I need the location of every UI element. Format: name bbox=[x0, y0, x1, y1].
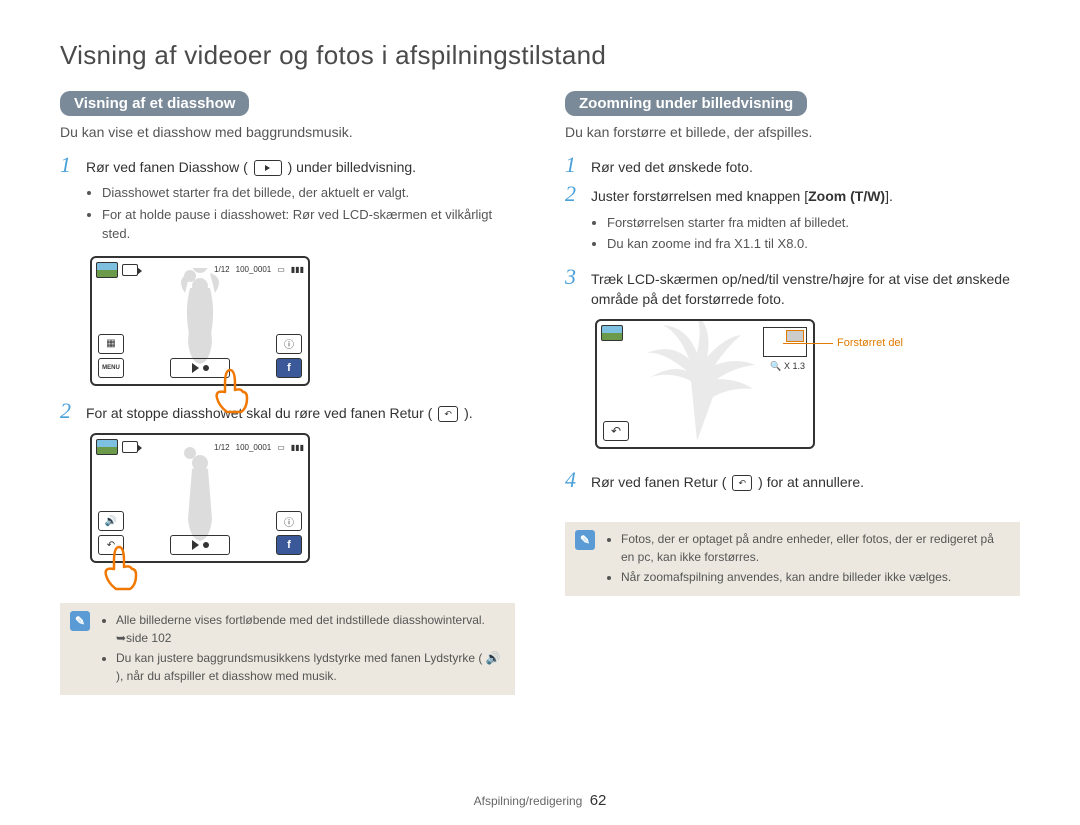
card-icon: ▭ bbox=[277, 443, 285, 452]
slideshow-tab-icon bbox=[254, 160, 282, 176]
grid-button[interactable]: ▦ bbox=[98, 334, 124, 354]
step-2-left: 2 For at stoppe diasshowet skal du røre … bbox=[60, 400, 515, 423]
step-number: 2 bbox=[60, 400, 78, 422]
note-icon: ✎ bbox=[70, 611, 90, 631]
section-header-zoom: Zoomning under billedvisning bbox=[565, 91, 807, 116]
filename: 100_0001 bbox=[236, 265, 272, 274]
bullet: Forstørrelsen starter fra midten af bill… bbox=[607, 213, 1020, 233]
intro-left: Du kan vise et diasshow med baggrundsmus… bbox=[60, 124, 515, 140]
callout: Forstørret del bbox=[783, 337, 903, 349]
page-title: Visning af videoer og fotos i afspilning… bbox=[60, 40, 1020, 71]
step2-text: Juster forstørrelsen med knappen [Zoom (… bbox=[591, 188, 893, 204]
step1-text-a: Rør ved fanen Diasshow ( bbox=[86, 159, 248, 175]
step-number: 4 bbox=[565, 469, 583, 491]
card-icon: ▭ bbox=[277, 265, 285, 274]
step-number: 2 bbox=[565, 183, 583, 205]
page-footer: Afspilning/redigering 62 bbox=[0, 792, 1080, 809]
thumbnail-icon bbox=[96, 262, 118, 278]
section-header-diasshow: Visning af et diasshow bbox=[60, 91, 249, 116]
step-1-right: 1 Rør ved det ønskede foto. bbox=[565, 154, 1020, 177]
return-tab-icon: ↶ bbox=[438, 406, 458, 422]
step-text: Rør ved det ønskede foto. bbox=[591, 154, 753, 177]
return-tab-icon: ↶ bbox=[732, 475, 752, 491]
callout-label: Forstørret del bbox=[837, 337, 903, 349]
right-column: Zoomning under billedvisning Du kan fors… bbox=[565, 91, 1020, 695]
person-silhouette bbox=[170, 268, 230, 368]
slideshow-button[interactable] bbox=[170, 535, 230, 555]
battery-icon: ▮▮▮ bbox=[291, 443, 304, 452]
battery-icon: ▮▮▮ bbox=[291, 265, 304, 274]
step1-bullets: Diasshowet starter fra det billede, der … bbox=[90, 183, 515, 244]
lcd-illustration-2: 1/12 100_0001 ▭ ▮▮▮ 🔊 ↶ ⓘ f bbox=[90, 433, 310, 563]
facebook-button[interactable]: f bbox=[276, 358, 302, 378]
bullet: Diasshowet starter fra det billede, der … bbox=[102, 183, 515, 203]
bullet: Du kan zoome ind fra X1.1 til X8.0. bbox=[607, 234, 1020, 254]
step-1-left: 1 Rør ved fanen Diasshow ( ) under bille… bbox=[60, 154, 515, 177]
step2-bullets: Forstørrelsen starter fra midten af bill… bbox=[595, 213, 1020, 254]
step-text: Juster forstørrelsen med knappen [Zoom (… bbox=[591, 183, 893, 206]
step-number: 1 bbox=[60, 154, 78, 176]
video-icon bbox=[122, 264, 138, 276]
step4-text-a: Rør ved fanen Retur ( bbox=[591, 474, 726, 490]
step-text: Rør ved fanen Retur ( ↶ ) for at annulle… bbox=[591, 469, 864, 492]
info-button[interactable]: ⓘ bbox=[276, 511, 302, 531]
facebook-button[interactable]: f bbox=[276, 535, 302, 555]
step-text: Træk LCD-skærmen op/ned/til venstre/højr… bbox=[591, 266, 1020, 310]
step-text: Rør ved fanen Diasshow ( ) under billedv… bbox=[86, 154, 416, 177]
step-4-right: 4 Rør ved fanen Retur ( ↶ ) for at annul… bbox=[565, 469, 1020, 492]
intro-right: Du kan forstørre et billede, der afspill… bbox=[565, 124, 1020, 140]
note-icon: ✎ bbox=[575, 530, 595, 550]
step4-text-b: ) for at annullere. bbox=[758, 474, 864, 490]
note-item: Alle billederne vises fortløbende med de… bbox=[116, 611, 505, 647]
note-item: Du kan justere baggrundsmusikkens lydsty… bbox=[116, 649, 505, 685]
lcd-right-buttons: ⓘ f bbox=[276, 334, 302, 378]
step-3-right: 3 Træk LCD-skærmen op/ned/til venstre/hø… bbox=[565, 266, 1020, 310]
note-item: Når zoomafspilning anvendes, kan andre b… bbox=[621, 568, 1010, 586]
step1-text-b: ) under billedvisning. bbox=[288, 159, 416, 175]
thumbnail-icon bbox=[96, 439, 118, 455]
lcd-left-buttons: ▦ MENU bbox=[98, 334, 124, 378]
content-columns: Visning af et diasshow Du kan vise et di… bbox=[60, 91, 1020, 695]
video-icon bbox=[122, 441, 138, 453]
volume-button[interactable]: 🔊 bbox=[98, 511, 124, 531]
return-button[interactable]: ↶ bbox=[603, 421, 629, 441]
info-button[interactable]: ⓘ bbox=[276, 334, 302, 354]
lcd-illustration-1: 1/12 100_0001 ▭ ▮▮▮ ▦ MENU ⓘ f bbox=[90, 256, 310, 386]
step-2-right: 2 Juster forstørrelsen med knappen [Zoom… bbox=[565, 183, 1020, 206]
note-box-left: ✎ Alle billederne vises fortløbende med … bbox=[60, 603, 515, 695]
lcd-illustration-zoom: 🔍 X 1.3 ↶ Forstørret del bbox=[595, 319, 815, 449]
left-column: Visning af et diasshow Du kan vise et di… bbox=[60, 91, 515, 695]
step2-text-b: ). bbox=[464, 405, 473, 421]
step2-text-a: For at stoppe diasshowet skal du røre ve… bbox=[86, 405, 432, 421]
footer-section: Afspilning/redigering bbox=[474, 794, 583, 808]
step-number: 3 bbox=[565, 266, 583, 288]
filename: 100_0001 bbox=[236, 443, 272, 452]
note-item: Fotos, der er optaget på andre enheder, … bbox=[621, 530, 1010, 566]
touch-hand-icon bbox=[100, 541, 140, 591]
person-silhouette bbox=[170, 445, 230, 545]
note-box-right: ✎ Fotos, der er optaget på andre enheder… bbox=[565, 522, 1020, 596]
step-text: For at stoppe diasshowet skal du røre ve… bbox=[86, 400, 473, 423]
menu-button[interactable]: MENU bbox=[98, 358, 124, 378]
zoom-level-label: 🔍 X 1.3 bbox=[770, 361, 805, 372]
page-number: 62 bbox=[590, 792, 607, 809]
step-number: 1 bbox=[565, 154, 583, 176]
touch-hand-icon bbox=[211, 364, 251, 414]
bullet: For at holde pause i diasshowet: Rør ved… bbox=[102, 205, 515, 244]
lcd-right-buttons: ⓘ f bbox=[276, 511, 302, 555]
